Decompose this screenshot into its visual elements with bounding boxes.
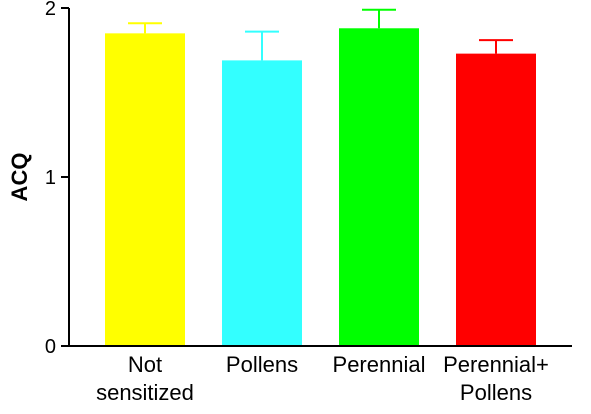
bar-3 xyxy=(339,28,419,347)
x-tick-label-4: Perennial+ Pollens xyxy=(443,352,549,405)
y-tick-label-1: 1 xyxy=(45,167,56,189)
x-tick-label-2: Pollens xyxy=(226,352,298,377)
x-tick-label-3: Perennial xyxy=(333,352,426,377)
x-tick-label-1: Not sensitized xyxy=(96,352,194,405)
y-tick-label-0: 0 xyxy=(45,336,56,358)
y-tick-label-2: 2 xyxy=(45,0,56,20)
bar-4 xyxy=(456,53,536,346)
bar-1 xyxy=(105,33,185,346)
y-axis-title: ACQ xyxy=(7,153,32,202)
bar-2 xyxy=(222,60,302,346)
